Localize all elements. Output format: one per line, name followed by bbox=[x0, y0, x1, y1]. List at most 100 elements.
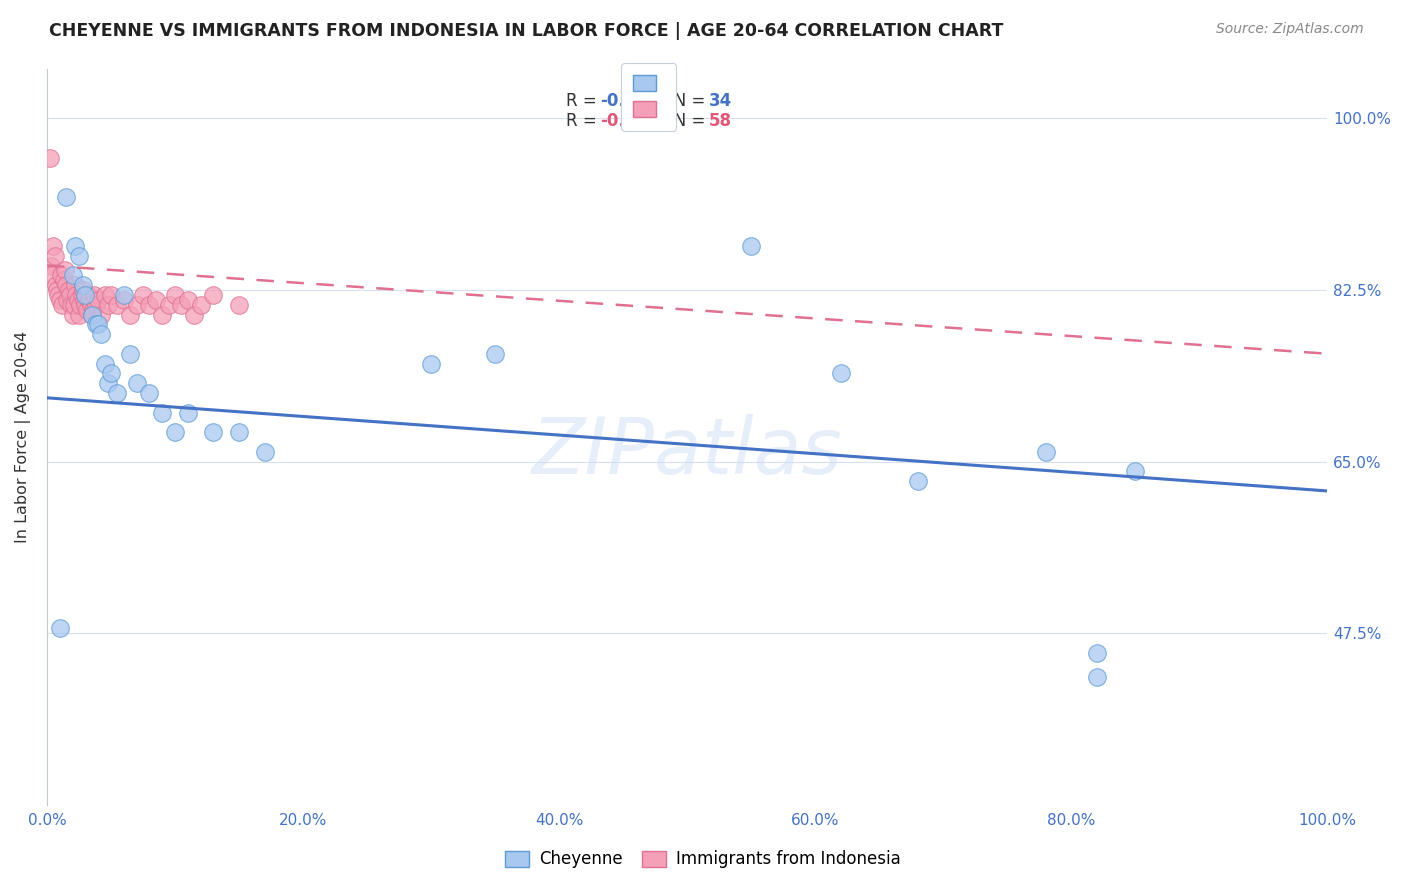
Text: N =: N = bbox=[658, 92, 710, 110]
Point bbox=[484, 347, 506, 361]
Text: R =: R = bbox=[565, 92, 602, 110]
Point bbox=[125, 298, 148, 312]
Point bbox=[80, 308, 103, 322]
Point bbox=[65, 288, 87, 302]
Point bbox=[90, 308, 112, 322]
Point bbox=[75, 288, 97, 302]
Point bbox=[75, 298, 97, 312]
Point bbox=[63, 239, 86, 253]
Legend: , : , bbox=[621, 63, 676, 131]
Point bbox=[55, 278, 77, 293]
Point bbox=[93, 288, 115, 302]
Point bbox=[1035, 444, 1057, 458]
Point bbox=[150, 308, 173, 322]
Point bbox=[59, 288, 82, 302]
Point bbox=[93, 357, 115, 371]
Point bbox=[202, 425, 225, 439]
Text: R =: R = bbox=[565, 112, 602, 130]
Point bbox=[97, 298, 120, 312]
Point bbox=[63, 298, 86, 312]
Point bbox=[183, 308, 205, 322]
Point bbox=[138, 298, 160, 312]
Point bbox=[51, 298, 73, 312]
Point bbox=[67, 308, 90, 322]
Point bbox=[125, 376, 148, 391]
Point bbox=[46, 283, 69, 297]
Point bbox=[58, 283, 80, 297]
Point bbox=[72, 283, 94, 297]
Point bbox=[907, 474, 929, 488]
Point bbox=[83, 288, 105, 302]
Point bbox=[132, 288, 155, 302]
Point bbox=[60, 298, 83, 312]
Point bbox=[79, 298, 101, 312]
Point bbox=[145, 293, 167, 307]
Point bbox=[69, 298, 91, 312]
Point bbox=[120, 347, 142, 361]
Point bbox=[76, 302, 98, 317]
Point bbox=[70, 288, 93, 302]
Point bbox=[163, 288, 186, 302]
Text: ZIPatlas: ZIPatlas bbox=[531, 414, 842, 490]
Point bbox=[84, 298, 107, 312]
Point bbox=[42, 239, 65, 253]
Point bbox=[87, 293, 110, 307]
Point bbox=[163, 425, 186, 439]
Point bbox=[82, 302, 104, 317]
Point bbox=[41, 268, 63, 283]
Point bbox=[1085, 646, 1108, 660]
Point bbox=[202, 288, 225, 302]
Point bbox=[97, 376, 120, 391]
Point bbox=[157, 298, 180, 312]
Text: N =: N = bbox=[658, 112, 710, 130]
Point bbox=[87, 318, 110, 332]
Point bbox=[38, 151, 60, 165]
Point bbox=[1125, 464, 1147, 478]
Point bbox=[45, 278, 67, 293]
Point bbox=[138, 386, 160, 401]
Point bbox=[72, 278, 94, 293]
Text: 58: 58 bbox=[709, 112, 733, 130]
Point bbox=[1085, 670, 1108, 684]
Point bbox=[105, 298, 128, 312]
Legend: Cheyenne, Immigrants from Indonesia: Cheyenne, Immigrants from Indonesia bbox=[498, 842, 908, 877]
Point bbox=[56, 293, 79, 307]
Point bbox=[190, 298, 212, 312]
Point bbox=[228, 298, 250, 312]
Point bbox=[112, 293, 135, 307]
Point bbox=[100, 367, 122, 381]
Point bbox=[39, 259, 62, 273]
Point bbox=[253, 444, 276, 458]
Point bbox=[62, 308, 84, 322]
Point bbox=[120, 308, 142, 322]
Text: -0.038: -0.038 bbox=[600, 112, 659, 130]
Point bbox=[73, 293, 96, 307]
Point bbox=[170, 298, 193, 312]
Point bbox=[150, 405, 173, 419]
Point bbox=[100, 288, 122, 302]
Point bbox=[49, 268, 72, 283]
Point bbox=[67, 249, 90, 263]
Point bbox=[228, 425, 250, 439]
Y-axis label: In Labor Force | Age 20-64: In Labor Force | Age 20-64 bbox=[15, 331, 31, 543]
Point bbox=[105, 386, 128, 401]
Point bbox=[49, 293, 72, 307]
Point bbox=[84, 318, 107, 332]
Point bbox=[44, 249, 66, 263]
Point bbox=[830, 367, 852, 381]
Text: -0.223: -0.223 bbox=[600, 92, 659, 110]
Text: CHEYENNE VS IMMIGRANTS FROM INDONESIA IN LABOR FORCE | AGE 20-64 CORRELATION CHA: CHEYENNE VS IMMIGRANTS FROM INDONESIA IN… bbox=[49, 22, 1004, 40]
Point bbox=[55, 190, 77, 204]
Point bbox=[52, 273, 75, 287]
Point bbox=[177, 405, 200, 419]
Point bbox=[63, 278, 86, 293]
Point bbox=[90, 327, 112, 342]
Point bbox=[112, 288, 135, 302]
Point bbox=[66, 293, 89, 307]
Point bbox=[62, 268, 84, 283]
Point bbox=[49, 621, 72, 635]
Point bbox=[77, 293, 100, 307]
Point bbox=[740, 239, 762, 253]
Text: 34: 34 bbox=[709, 92, 733, 110]
Point bbox=[177, 293, 200, 307]
